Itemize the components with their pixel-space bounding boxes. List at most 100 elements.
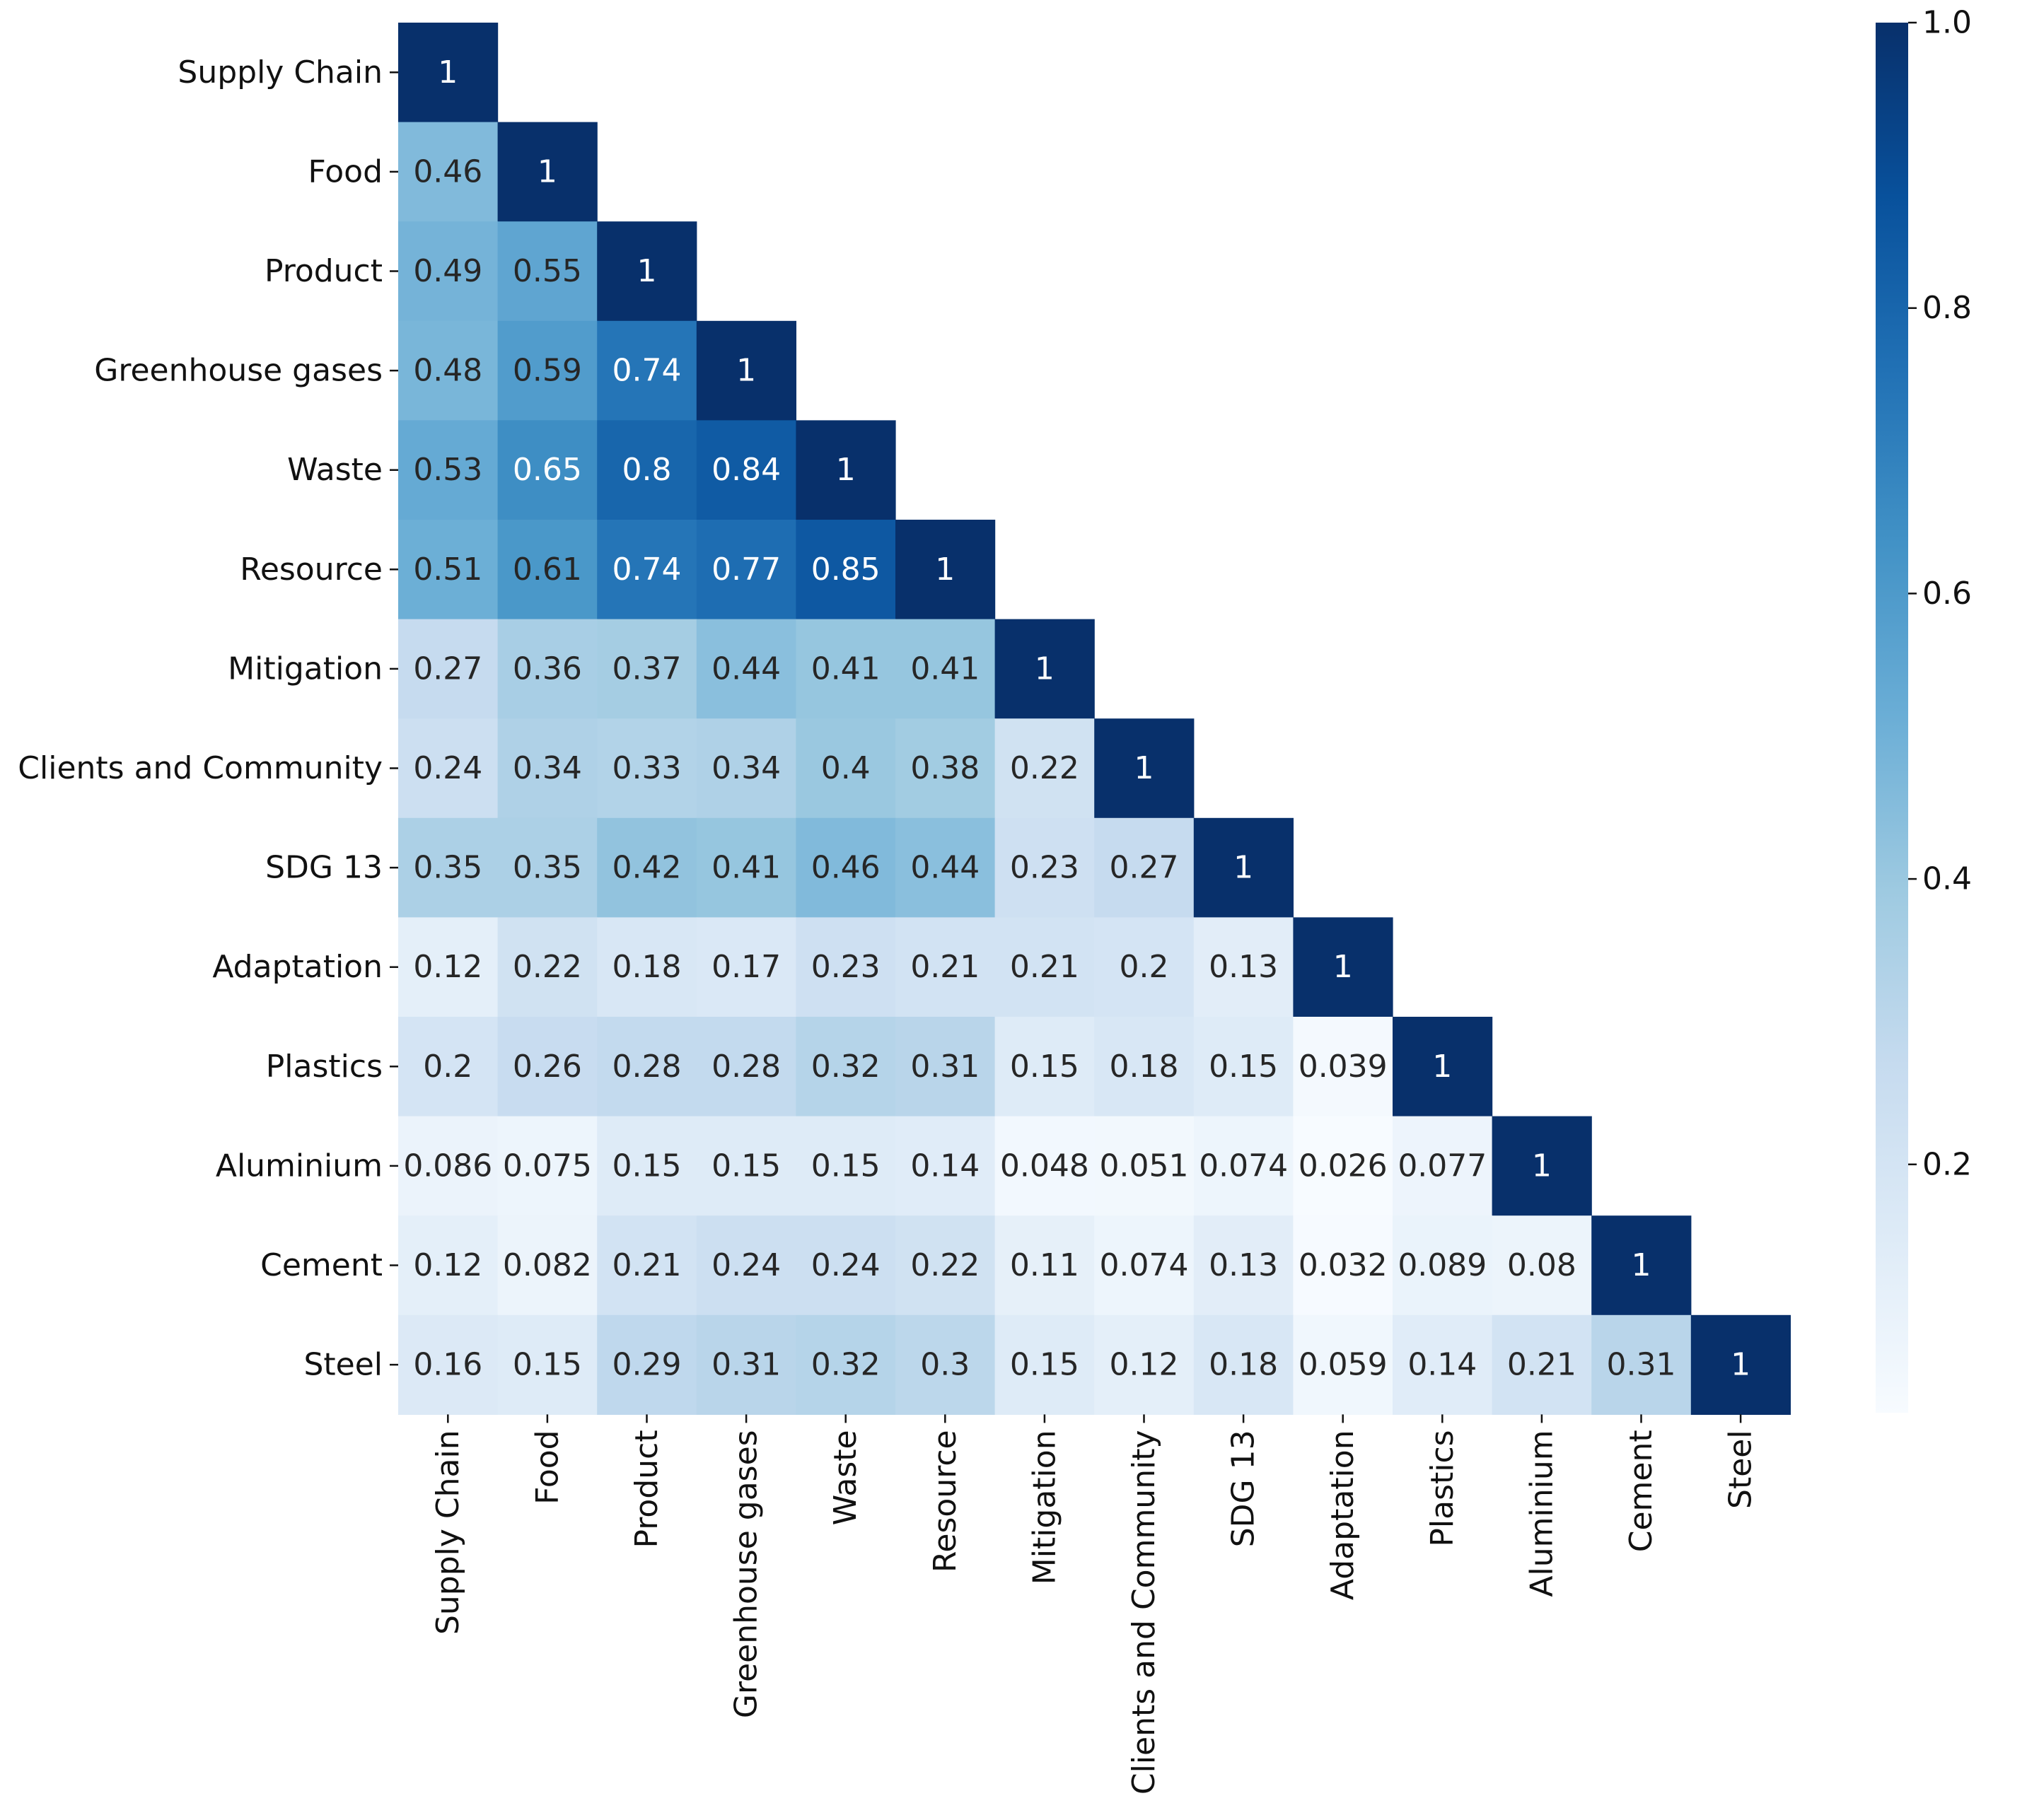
heatmap-cell-11-9 bbox=[1293, 1116, 1393, 1216]
heatmap-cell-value: 0.18 bbox=[612, 949, 682, 985]
heatmap-cell-13-3 bbox=[696, 1314, 796, 1415]
x-axis-tick-labels: Supply Chain Food Product Greenhouse gases W… bbox=[430, 1414, 1759, 1795]
heatmap-cell-11-2 bbox=[597, 1116, 697, 1216]
y-tick-label: Adaptation bbox=[212, 949, 383, 985]
heatmap-cell-value: 0.24 bbox=[811, 1247, 881, 1283]
heatmap-cell-value: 0.27 bbox=[1110, 850, 1179, 886]
heatmap-cell-11-5 bbox=[895, 1116, 996, 1216]
heatmap-cell-6-3 bbox=[696, 619, 796, 719]
heatmap-cell-value: 0.051 bbox=[1100, 1148, 1189, 1184]
heatmap-cell-10-3 bbox=[696, 1017, 796, 1117]
y-tick-label: Clients and Community bbox=[18, 750, 383, 786]
heatmap-cell-2-0 bbox=[398, 221, 499, 322]
heatmap-cell-value: 0.48 bbox=[413, 353, 482, 389]
x-tick-label: Clients and Community bbox=[1126, 1430, 1162, 1795]
heatmap-cell-8-3 bbox=[696, 817, 796, 918]
heatmap-cell-value: 1 bbox=[1532, 1148, 1552, 1184]
heatmap-cell-value: 1 bbox=[1233, 850, 1253, 886]
heatmap-cell-value: 0.23 bbox=[1010, 850, 1079, 886]
heatmap-cell-12-3 bbox=[696, 1215, 796, 1316]
heatmap-cell-value: 0.21 bbox=[910, 949, 980, 985]
x-tick-label: Steel bbox=[1723, 1430, 1759, 1509]
heatmap-cell-value: 0.21 bbox=[1010, 949, 1079, 985]
heatmap-cell-9-0 bbox=[398, 917, 499, 1017]
heatmap-cell-7-4 bbox=[796, 718, 896, 819]
heatmap-cell-10-4 bbox=[796, 1017, 896, 1117]
colorbar-gradient bbox=[1876, 23, 1908, 1413]
y-tick-label: Plastics bbox=[266, 1049, 383, 1085]
x-tick-label: Food bbox=[529, 1430, 565, 1505]
heatmap-cell-value: 0.35 bbox=[413, 850, 482, 886]
y-axis-tick-labels: Supply Chain Food Product Greenhouse gases W… bbox=[18, 54, 398, 1383]
heatmap-cell-value: 1 bbox=[736, 353, 756, 389]
heatmap-cell-value: 0.84 bbox=[712, 452, 781, 488]
heatmap-cell-value: 0.12 bbox=[1110, 1347, 1179, 1383]
heatmap-cell-value: 0.77 bbox=[712, 552, 781, 588]
heatmap-cell-11-3 bbox=[696, 1116, 796, 1216]
heatmap-cells: 1 0.46 1 0.49 0.55 1 0.48 0.59 0.74 1 0.53 0.65 0.8 0… bbox=[398, 23, 1791, 1415]
heatmap-cell-value: 0.21 bbox=[612, 1247, 682, 1283]
y-tick-label: Food bbox=[308, 153, 383, 189]
heatmap-cell-12-4 bbox=[796, 1215, 896, 1316]
heatmap-cell-12-12 bbox=[1591, 1215, 1692, 1316]
heatmap-cell-6-0 bbox=[398, 619, 499, 719]
y-tick-label: Mitigation bbox=[228, 651, 383, 687]
heatmap-cell-11-11 bbox=[1492, 1116, 1592, 1216]
heatmap-cell-value: 0.14 bbox=[910, 1148, 980, 1184]
heatmap-cell-10-0 bbox=[398, 1017, 499, 1117]
heatmap-cell-8-0 bbox=[398, 817, 499, 918]
heatmap-cell-value: 0.74 bbox=[612, 552, 682, 588]
heatmap-cell-value: 0.2 bbox=[1120, 949, 1169, 985]
heatmap-cell-8-1 bbox=[497, 817, 598, 918]
heatmap-cell-value: 0.41 bbox=[811, 651, 881, 687]
heatmap-cell-value: 0.31 bbox=[1607, 1347, 1676, 1383]
heatmap-cell-12-1 bbox=[497, 1215, 598, 1316]
heatmap-cell-11-8 bbox=[1193, 1116, 1294, 1216]
heatmap-cell-9-8 bbox=[1193, 917, 1294, 1017]
heatmap-cell-5-1 bbox=[497, 520, 598, 620]
heatmap-cell-11-10 bbox=[1393, 1116, 1493, 1216]
y-tick-label: Aluminium bbox=[216, 1148, 383, 1184]
heatmap-cell-13-8 bbox=[1193, 1314, 1294, 1415]
colorbar-tick-label: 0.4 bbox=[1922, 861, 1972, 897]
heatmap-cell-value: 0.44 bbox=[712, 651, 781, 687]
heatmap-cell-12-5 bbox=[895, 1215, 996, 1316]
heatmap-cell-6-2 bbox=[597, 619, 697, 719]
heatmap-cell-8-5 bbox=[895, 817, 996, 918]
heatmap-cell-9-1 bbox=[497, 917, 598, 1017]
heatmap-cell-value: 0.026 bbox=[1299, 1148, 1388, 1184]
heatmap-cell-value: 0.15 bbox=[1010, 1347, 1079, 1383]
heatmap-cell-value: 0.85 bbox=[811, 552, 881, 588]
heatmap-cell-11-0 bbox=[398, 1116, 499, 1216]
heatmap-cell-0-0 bbox=[398, 23, 499, 123]
heatmap-cell-value: 0.51 bbox=[413, 552, 482, 588]
heatmap-cell-value: 0.15 bbox=[612, 1148, 682, 1184]
heatmap-cell-10-5 bbox=[895, 1017, 996, 1117]
heatmap-cell-value: 0.53 bbox=[413, 452, 482, 488]
heatmap-cell-value: 0.075 bbox=[503, 1148, 592, 1184]
heatmap-cell-value: 0.28 bbox=[612, 1049, 682, 1085]
heatmap-cell-value: 1 bbox=[637, 253, 657, 289]
heatmap-cell-13-13 bbox=[1690, 1314, 1791, 1415]
heatmap-cell-3-3 bbox=[696, 320, 796, 421]
heatmap-cell-10-10 bbox=[1393, 1017, 1493, 1117]
heatmap-cell-value: 0.15 bbox=[811, 1148, 881, 1184]
heatmap-cell-value: 0.36 bbox=[513, 651, 582, 687]
heatmap-cell-value: 0.35 bbox=[513, 850, 582, 886]
colorbar-tick-label: 0.8 bbox=[1922, 290, 1972, 326]
heatmap-cell-8-4 bbox=[796, 817, 896, 918]
heatmap-cell-13-4 bbox=[796, 1314, 896, 1415]
heatmap-cell-value: 1 bbox=[836, 452, 856, 488]
heatmap-cell-value: 0.22 bbox=[513, 949, 582, 985]
heatmap-cell-12-2 bbox=[597, 1215, 697, 1316]
heatmap-cell-4-1 bbox=[497, 420, 598, 520]
heatmap-cell-5-0 bbox=[398, 520, 499, 620]
heatmap-cell-value: 0.16 bbox=[413, 1347, 482, 1383]
heatmap-cell-value: 0.086 bbox=[403, 1148, 492, 1184]
x-tick-label: Adaptation bbox=[1325, 1430, 1361, 1600]
heatmap-cell-value: 0.42 bbox=[612, 850, 682, 886]
heatmap-cell-4-2 bbox=[597, 420, 697, 520]
heatmap-cell-13-12 bbox=[1591, 1314, 1692, 1415]
heatmap-cell-value: 0.44 bbox=[910, 850, 980, 886]
heatmap-cell-value: 0.14 bbox=[1407, 1347, 1477, 1383]
